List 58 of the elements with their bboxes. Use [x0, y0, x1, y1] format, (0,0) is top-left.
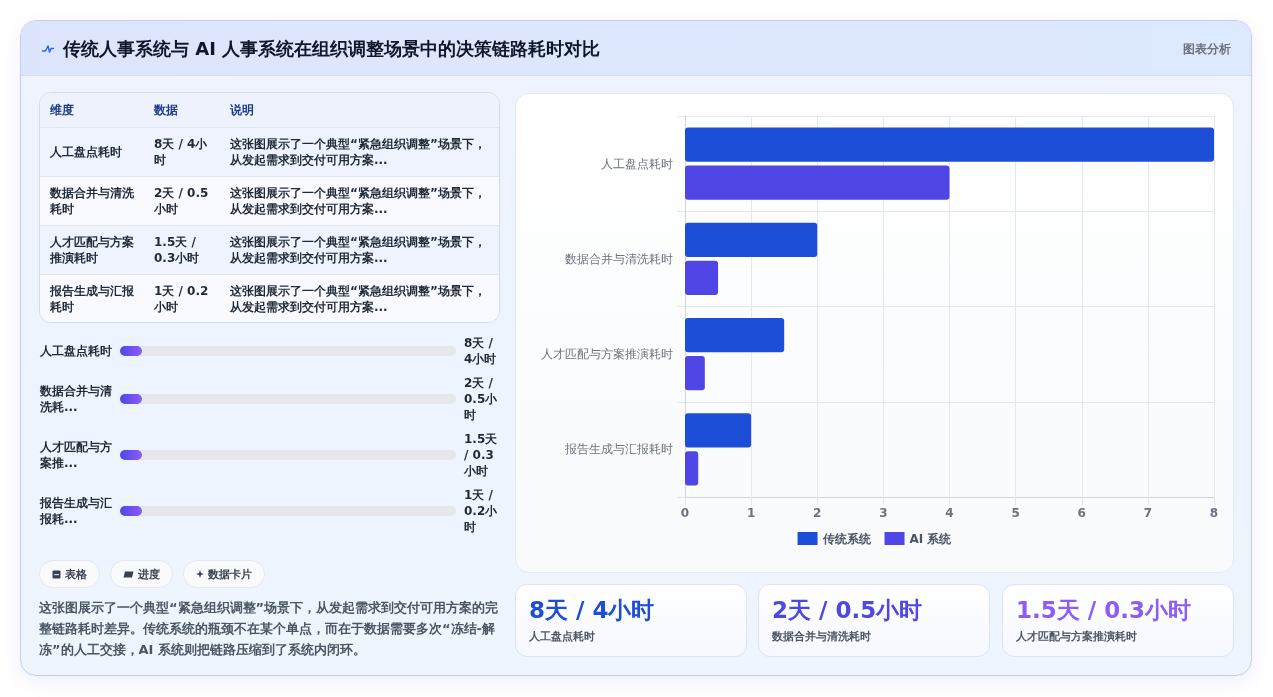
text: 8天 / 4小时 [153, 136, 209, 168]
bar [685, 317, 785, 353]
text: 说明 [229, 102, 255, 118]
text: 8天 / 4小时 [529, 596, 655, 624]
x-tick-label: 3 [879, 506, 888, 520]
bar [685, 165, 950, 200]
text: 报告生成与汇报耗时 [49, 283, 135, 315]
text: 人才匹配与方案推演耗时 [1016, 629, 1137, 644]
bar [685, 127, 1214, 162]
text: 1天 / 0.2小时 [153, 283, 210, 315]
bar [685, 413, 752, 448]
bar [685, 222, 818, 257]
text: 这张图展示了一个典型“紧急组织调整”场景下，从发起需求到交付可用方案... [229, 234, 487, 266]
text: 数据合并与清洗耗时 [772, 629, 871, 644]
legend-label: 传统系统 [821, 531, 872, 546]
text: 数据合并与清洗耗... [40, 383, 113, 415]
tab-button[interactable]: 数据卡片 [183, 560, 265, 588]
text: 报告生成与汇报耗... [40, 495, 113, 527]
tab-button[interactable]: 表格 [39, 560, 100, 588]
text: 图表分析 [1183, 41, 1231, 57]
tab-button[interactable]: 进度 [110, 560, 173, 588]
text: 人工盘点耗时 [40, 343, 113, 359]
x-tick-label: 1 [746, 506, 756, 520]
text: 2天 / 0.5小时 [772, 596, 923, 624]
text: 人工盘点耗时 [529, 629, 595, 644]
text: 数据 [153, 102, 179, 118]
text: 这张图展示了一个典型“紧急组织调整”场景下，从发起需求到交付可用方案... [229, 283, 487, 315]
text: 8天 / 4小时 [464, 335, 498, 367]
x-tick-label: 6 [1077, 506, 1086, 520]
x-tick-label: 7 [1143, 506, 1153, 520]
text: 传统人事系统与 AI 人事系统在组织调整场景中的决策链路耗时对比 [63, 38, 601, 60]
y-tick-label: 人才匹配与方案推演耗时 [541, 347, 673, 362]
bar [685, 260, 719, 296]
text: 1.5天 / 0.3小时 [1016, 596, 1191, 624]
text: 2天 / 0.5小时 [464, 375, 498, 423]
text: 维度 [49, 102, 75, 118]
x-tick-label: 5 [1011, 506, 1020, 520]
bar [685, 356, 705, 391]
text: 1.5天 / 0.3小时 [153, 234, 201, 266]
text: 这张图展示了一个典型“紧急组织调整”场景下，从发起需求到交付可用方案... [229, 185, 487, 217]
legend-label: AI 系统 [909, 531, 953, 546]
bar [685, 451, 699, 486]
y-tick-label: 数据合并与清洗耗时 [565, 251, 673, 266]
x-tick-label: 8 [1209, 506, 1219, 520]
y-tick-label: 人工盘点耗时 [601, 156, 673, 171]
text: 人才匹配与方案推演耗时 [49, 234, 135, 266]
x-tick-label: 2 [813, 506, 822, 520]
text: 这张图展示了一个典型“紧急组织调整”场景下，从发起需求到交付可用方案... [229, 136, 487, 168]
text: 人工盘点耗时 [49, 144, 123, 160]
text: 2天 / 0.5小时 [153, 185, 210, 217]
text: 1天 / 0.2小时 [464, 487, 498, 535]
x-tick-label: 4 [945, 506, 954, 520]
text: 1.5天 / 0.3小时 [464, 431, 498, 479]
text: 这张图展示了一个典型“紧急组织调整”场景下，从发起需求到交付可用方案的完整链路耗时差异。传统系统的瓶颈不在某个单点，而在于数据需要多次“冻结-解冻”的人工交接，AI 系统则把链路压缩到了系统内闭环。 [39, 599, 500, 659]
text: 人才匹配与方案推... [40, 439, 113, 471]
x-tick-label: 0 [680, 506, 690, 520]
text: 数据合并与清洗耗时 [49, 185, 135, 217]
y-tick-label: 报告生成与汇报耗时 [564, 442, 673, 457]
